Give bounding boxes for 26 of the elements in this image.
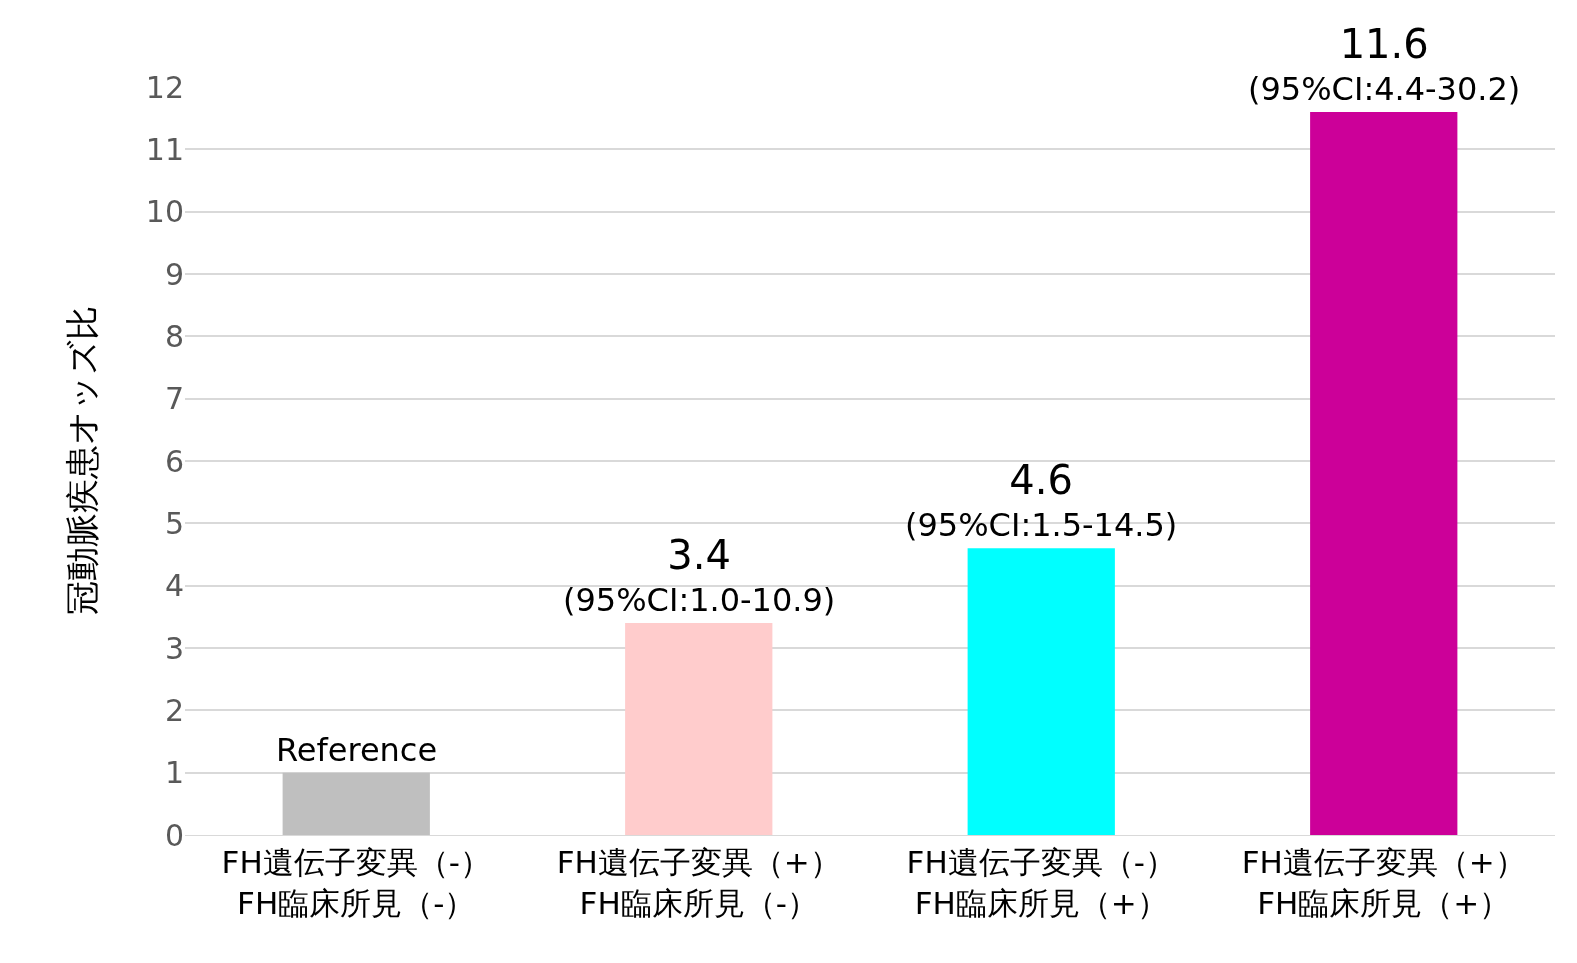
bar [967,548,1115,835]
y-tick-label: 11 [145,131,184,167]
y-tick-label: 4 [164,568,184,604]
x-tick-label: FH遺伝子変異（+） FH臨床所見（-） [556,844,841,921]
bar [282,772,430,835]
y-tick-label: 0 [164,817,184,853]
y-tick-label: 5 [164,505,184,541]
data-label: 11.6 (95%CI:4.4-30.2) [1248,21,1521,108]
y-tick-label: 6 [164,443,184,479]
y-axis-title: 冠動脈疾患オッズ比 [62,306,103,616]
y-tick-label: 8 [164,318,184,354]
y-tick-label: 3 [164,630,184,666]
data-label: 3.4 (95%CI:1.0-10.9) [563,532,836,619]
x-tick-label: FH遺伝子変異（+） FH臨床所見（+） [1241,844,1526,921]
y-tick-label: 10 [145,194,184,230]
bar [1310,111,1458,835]
y-tick-label: 1 [164,755,184,791]
x-tick-label: FH遺伝子変異（-） FH臨床所見（+） [906,844,1176,921]
y-tick-label: 7 [164,381,184,417]
y-tick-label: 12 [145,69,184,105]
y-tick-label: 9 [164,256,184,292]
y-tick-label: 2 [164,692,184,728]
bar [625,623,773,835]
data-label: 4.6 (95%CI:1.5-14.5) [905,457,1178,544]
data-label: Reference [276,731,438,769]
x-tick-label: FH遺伝子変異（-） FH臨床所見（-） [221,844,491,921]
